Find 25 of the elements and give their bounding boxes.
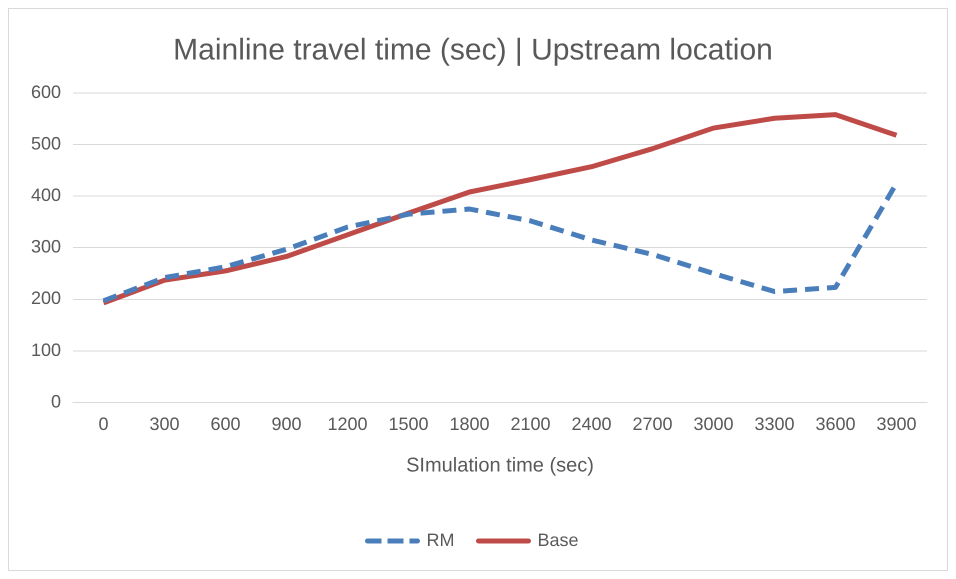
x-tick-label: 3900 [876,414,917,434]
chart-title: Mainline travel time (sec) | Upstream location [173,33,773,66]
x-tick-label: 1500 [388,414,429,434]
x-tick-label: 600 [210,414,241,434]
y-tick-label: 600 [30,82,62,102]
x-tick-label: 3300 [754,414,795,434]
legend-label: RM [426,530,454,550]
x-tick-label: 3600 [815,414,856,434]
y-tick-label: 400 [30,185,62,206]
y-tick-label: 0 [51,391,62,412]
x-tick-label: 2100 [510,414,551,434]
y-tick-label: 100 [30,340,62,360]
x-tick-label: 3000 [693,414,734,434]
y-tick-label: 300 [30,236,62,257]
x-tick-label: 900 [272,414,302,434]
x-tick-label: 1200 [328,414,368,434]
x-tick-label: 1800 [449,414,490,434]
x-axis-title: SImulation time (sec) [406,454,594,477]
y-tick-label: 500 [30,134,62,154]
x-tick-label: 0 [98,414,109,434]
x-tick-label: 300 [150,414,180,434]
x-tick-label: 2400 [571,414,612,434]
legend-label: Base [537,530,579,550]
x-tick-label: 2700 [632,414,673,434]
y-tick-label: 200 [30,288,62,308]
